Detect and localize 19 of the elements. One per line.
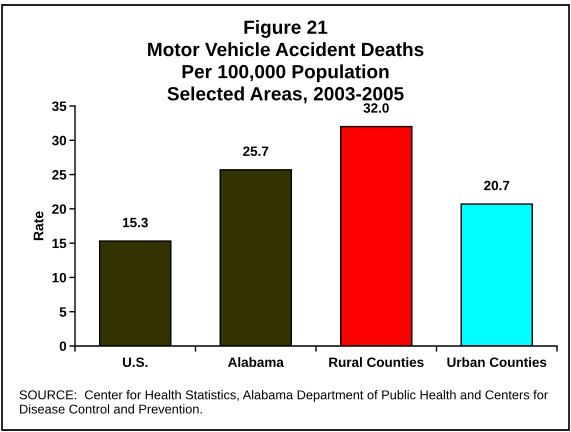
data-label: 32.0 <box>363 103 389 113</box>
y-tick-label: 5 <box>60 307 66 317</box>
y-tick-label: 20 <box>52 204 66 214</box>
x-tick-label: Rural Counties <box>329 357 424 368</box>
y-axis-title: Rate <box>34 211 44 240</box>
x-tick-label: Urban Counties <box>447 357 546 368</box>
x-tick-label: Alabama <box>228 357 284 368</box>
data-label: 15.3 <box>122 218 148 228</box>
y-tick-label: 25 <box>52 170 66 180</box>
y-tick-label: 30 <box>52 136 66 146</box>
y-tick-label: 10 <box>52 272 66 282</box>
y-tick-label: 35 <box>52 101 66 112</box>
source-note: SOURCE: Center for Health Statistics, Alabama Department of Public Health and Centers for Disease Control and Prevention. <box>20 390 548 414</box>
y-tick-label: 0 <box>60 341 66 352</box>
x-tick-label: U.S. <box>122 357 148 368</box>
data-label: 20.7 <box>484 180 510 190</box>
data-label: 25.7 <box>243 146 268 156</box>
chart-title: Figure 21 Motor Vehicle Accident Deaths Per 100,000 Population Selected Areas, 2003-2005 <box>148 20 424 104</box>
y-tick-label: 15 <box>52 238 66 248</box>
